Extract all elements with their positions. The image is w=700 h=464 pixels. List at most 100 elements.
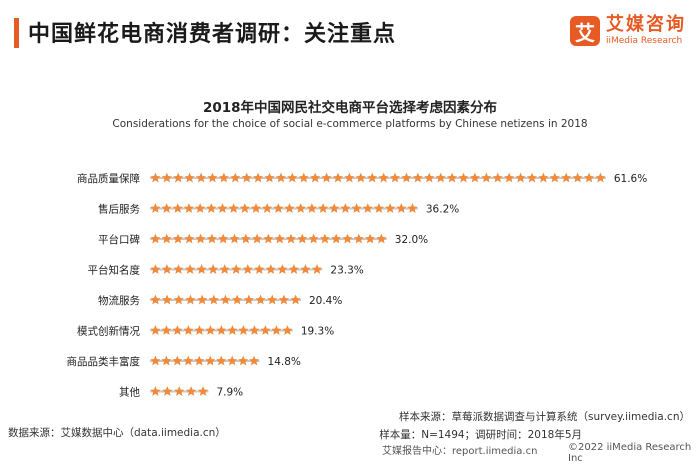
- bar-track: [150, 207, 418, 210]
- value-label: 36.2%: [426, 204, 459, 216]
- star-icon: [298, 172, 309, 183]
- star-icon: [572, 172, 583, 183]
- category-label: 商品质量保障: [77, 172, 140, 185]
- star-icon: [161, 325, 172, 335]
- star-icon: [407, 203, 418, 213]
- star-icon: [216, 325, 227, 335]
- star-icon: [275, 172, 287, 183]
- star-icon: [195, 172, 207, 183]
- star-icon: [150, 203, 161, 213]
- star-icon: [161, 172, 172, 183]
- star-icon: [373, 203, 385, 213]
- star-icon: [161, 203, 172, 213]
- star-icon: [230, 172, 241, 183]
- star-icon: [342, 233, 353, 244]
- value-label: 7.9%: [216, 387, 243, 399]
- star-icon: [172, 355, 183, 366]
- star-icon: [332, 172, 344, 183]
- star-icon: [595, 172, 606, 183]
- star-icon: [285, 233, 297, 244]
- star-bar: [150, 325, 293, 335]
- star-bar: [150, 172, 606, 183]
- star-icon: [241, 172, 252, 183]
- star-icon: [150, 325, 161, 335]
- star-icon: [526, 172, 538, 183]
- star-icon: [317, 203, 329, 213]
- star-icon: [297, 233, 308, 244]
- star-icon: [284, 203, 295, 213]
- star-icon: [424, 172, 435, 183]
- star-icon: [173, 294, 184, 305]
- star-icon: [238, 355, 249, 366]
- star-icon: [205, 355, 216, 366]
- star-icon: [396, 203, 407, 213]
- category-label: 售后服务: [98, 203, 140, 216]
- star-icon: [174, 386, 185, 396]
- star-icon: [172, 325, 183, 335]
- star-icon: [217, 203, 228, 213]
- star-icon: [389, 172, 401, 183]
- report-center-link[interactable]: 艾媒报告中心：report.iimedia.cn: [382, 446, 538, 457]
- star-icon: [205, 325, 216, 335]
- star-icon: [274, 233, 285, 244]
- star-icon: [355, 172, 366, 183]
- chart-title: 2018年中国网民社交电商平台选择考虑因素分布: [202, 100, 498, 116]
- star-icon: [288, 264, 300, 274]
- star-icon: [185, 294, 196, 305]
- star-icon: [504, 172, 515, 183]
- star-icon: [273, 203, 284, 213]
- star-icon: [248, 355, 260, 366]
- star-icon: [469, 172, 481, 183]
- star-icon: [173, 264, 184, 274]
- star-icon: [194, 203, 206, 213]
- star-icon: [538, 172, 549, 183]
- star-icon: [262, 203, 273, 213]
- star-icon: [254, 264, 265, 274]
- star-bar: [150, 264, 323, 274]
- star-icon: [172, 203, 183, 213]
- star-icon: [161, 355, 172, 366]
- star-icon: [162, 386, 173, 396]
- star-icon: [549, 172, 560, 183]
- star-icon: [378, 172, 389, 183]
- star-icon: [265, 264, 276, 274]
- star-icon: [310, 172, 321, 183]
- star-icon: [196, 294, 208, 305]
- value-label: 61.6%: [614, 173, 647, 185]
- sample-size-note: 样本量：N=1494；调研时间：2018年5月: [379, 429, 582, 441]
- star-icon: [435, 172, 446, 183]
- star-icon: [481, 172, 492, 183]
- value-label: 23.3%: [330, 265, 363, 277]
- star-icon: [216, 355, 227, 366]
- data-source-note: 数据来源：艾媒数据中心（data.iimedia.cn）: [8, 427, 226, 439]
- star-icon: [267, 294, 278, 305]
- star-icon: [277, 264, 288, 274]
- star-icon: [300, 264, 311, 274]
- star-icon: [218, 233, 229, 244]
- star-icon: [362, 203, 373, 213]
- star-icon: [401, 172, 412, 183]
- star-icon: [353, 233, 364, 244]
- star-icon: [306, 203, 318, 213]
- star-icon: [446, 172, 458, 183]
- star-icon: [228, 203, 239, 213]
- star-bar: [150, 386, 209, 396]
- star-icon: [207, 172, 218, 183]
- chart-subtitle: Considerations for the choice of social …: [112, 118, 588, 130]
- star-icon: [196, 264, 207, 274]
- star-icon: [344, 172, 355, 183]
- star-icon: [458, 172, 469, 183]
- star-icon: [208, 294, 219, 305]
- category-label: 商品品类丰富度: [67, 355, 141, 368]
- star-icon: [206, 203, 217, 213]
- copyright-text: ©2022 iiMedia Research Inc: [568, 442, 692, 464]
- star-bar: [150, 294, 301, 305]
- star-icon: [227, 355, 238, 366]
- star-icon: [260, 325, 271, 335]
- title-accent-bar: [14, 18, 19, 48]
- logo-name-cn: 艾媒咨询: [606, 14, 686, 35]
- value-label: 32.0%: [395, 234, 428, 246]
- star-icon: [194, 355, 205, 366]
- star-icon: [263, 233, 274, 244]
- star-icon: [197, 386, 209, 396]
